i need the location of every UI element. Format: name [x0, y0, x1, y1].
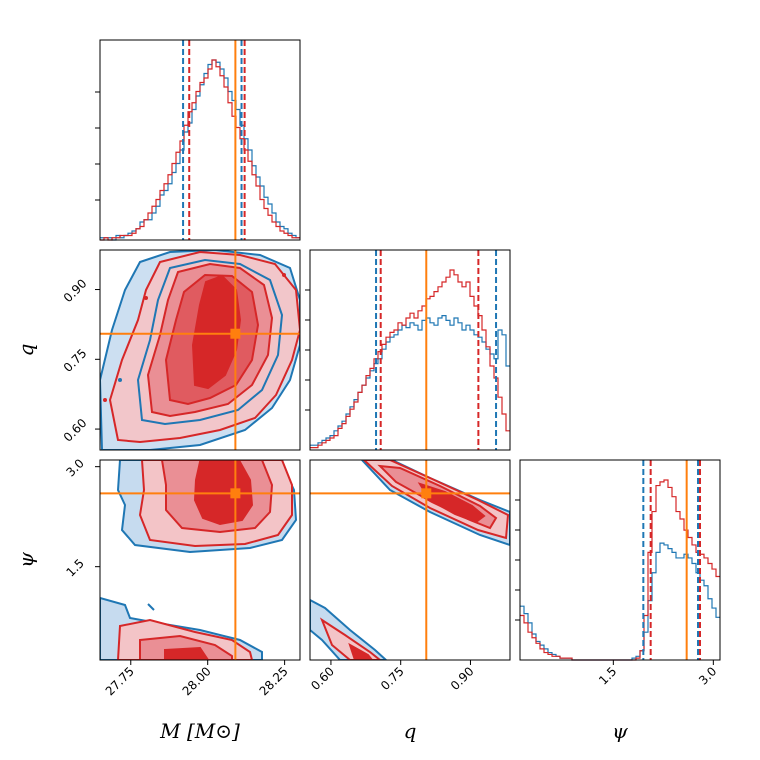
x-tick-label-m: 28.00: [180, 664, 214, 698]
panel-frame-m-hist: [99, 39, 301, 241]
contour-dot: [144, 296, 148, 300]
truth-marker-m-q: [230, 328, 241, 339]
contour-dot: [118, 378, 122, 382]
y-tick-label-psi: 1.5: [63, 556, 86, 579]
y-axis-label-psi: ψ: [14, 552, 38, 568]
hist-m-red: [100, 59, 300, 241]
panel-frames: [99, 39, 721, 661]
hist-q-blue: [310, 315, 510, 446]
x-tick-label-m: 28.25: [257, 664, 291, 698]
x-axis-label-m: M [M⊙]: [159, 719, 240, 743]
x-tick-label-psi: 3.0: [696, 664, 719, 687]
x-tick-label-q: 0.90: [448, 664, 477, 693]
contour-fragment: [147, 603, 155, 611]
panel-frame-q-hist: [309, 249, 511, 451]
x-axis-label-q: q: [404, 719, 417, 743]
x-tick-label-q: 0.60: [308, 664, 337, 693]
x-tick-label-psi: 1.5: [596, 664, 619, 687]
contour-q-psi: [310, 460, 510, 660]
red-contour-band-lower: [319, 617, 382, 660]
contours-layer: [100, 250, 510, 660]
y-tick-label-psi: 3.0: [63, 456, 86, 479]
contour-dot: [282, 273, 286, 277]
red-contour-lower-inner: [164, 646, 210, 660]
y-tick-label-q: 0.90: [61, 276, 90, 305]
panel-frame-m-q: [99, 249, 301, 451]
hist-psi-blue: [520, 542, 720, 661]
y-axis-label-q: q: [14, 344, 38, 357]
truth-marker-m-psi: [230, 488, 241, 499]
red-contour-band-lower-inner: [348, 642, 374, 660]
contour-m-q: [100, 250, 300, 450]
y-tick-label-q: 0.60: [61, 416, 90, 445]
panel-frame-psi-hist: [519, 459, 721, 661]
y-tick-label-q: 0.75: [61, 346, 90, 375]
x-axis-label-psi: ψ: [612, 719, 628, 743]
x-tick-label-q: 0.75: [378, 664, 407, 693]
hist-psi-red: [520, 479, 720, 661]
x-tick-label-m: 27.75: [103, 664, 137, 698]
hist-q-red: [310, 269, 510, 449]
contour-m-psi: [100, 460, 298, 660]
panel-frame-q-psi: [309, 459, 511, 661]
contour-dot: [103, 398, 107, 402]
truth-marker-q-psi: [421, 488, 432, 499]
blue-contour-band-lower: [310, 598, 388, 660]
panel-frame-m-psi: [99, 459, 301, 661]
